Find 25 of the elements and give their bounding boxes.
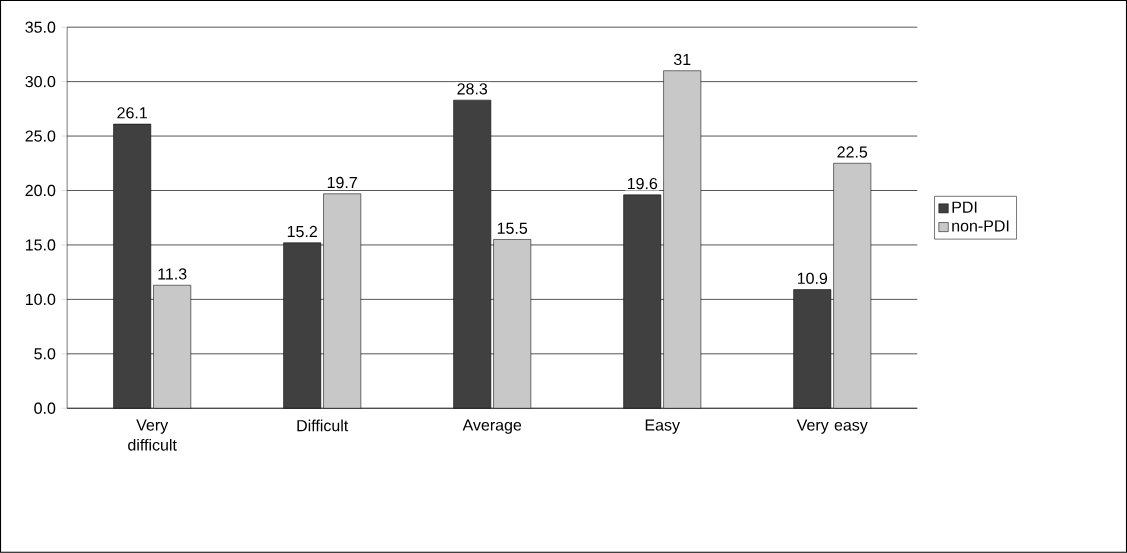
data-label: 10.9 bbox=[797, 272, 828, 285]
data-label: 31 bbox=[673, 53, 691, 66]
y-tick-label: 10.0 bbox=[25, 293, 56, 306]
y-tick-label: 25.0 bbox=[25, 130, 56, 142]
x-tick-label: Easy bbox=[645, 419, 680, 435]
y-tick-label: 20.0 bbox=[25, 184, 56, 197]
y-tick-label: 35.0 bbox=[25, 21, 56, 33]
y-tick-label: 0.0 bbox=[34, 402, 56, 415]
legend-label: PDI bbox=[952, 201, 977, 213]
y-tick-label: 5.0 bbox=[34, 348, 56, 360]
y-tick-label: 30.0 bbox=[25, 76, 56, 88]
legend-label: non-PDI bbox=[952, 220, 1009, 232]
x-tick-label: Average bbox=[462, 419, 522, 435]
x-tick-label: Very easy bbox=[796, 419, 868, 435]
data-label: 22.5 bbox=[837, 146, 868, 158]
data-label: 11.3 bbox=[158, 268, 187, 280]
x-tick-label: Very difficult bbox=[128, 419, 177, 451]
data-label: 19.6 bbox=[627, 178, 658, 190]
data-label: 15.2 bbox=[287, 225, 317, 238]
y-tick-label: 15.0 bbox=[25, 239, 56, 251]
data-label: 15.5 bbox=[497, 222, 528, 235]
data-label: 26.1 bbox=[117, 107, 147, 119]
data-label: 28.3 bbox=[457, 83, 488, 95]
data-label: 19.7 bbox=[327, 177, 357, 189]
x-tick-label: Difficult bbox=[297, 419, 349, 432]
